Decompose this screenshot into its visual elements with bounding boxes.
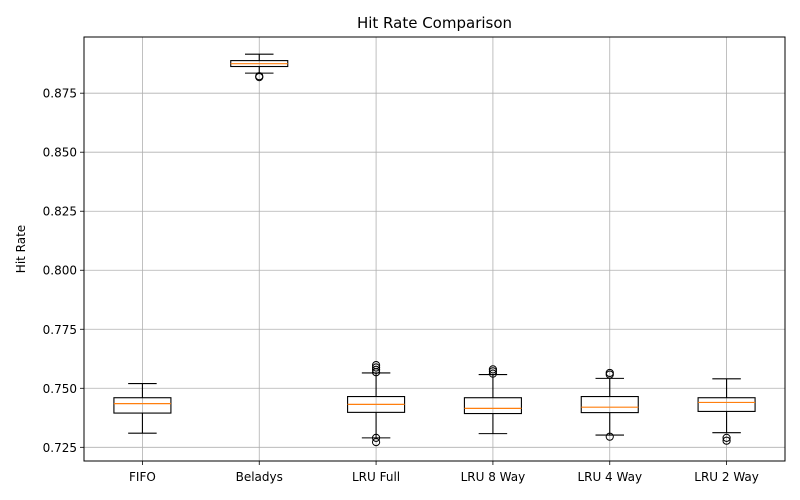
- outlier-point: [488, 365, 498, 374]
- x-tick-label: Beladys: [236, 470, 283, 484]
- box-lru-2-way: [697, 378, 756, 445]
- y-axis-ticks: 0.725 0.750 0.775 0.800 0.825 0.850 0.875: [43, 87, 84, 455]
- outlier-point: [371, 363, 381, 372]
- iqr-box: [580, 396, 639, 414]
- chart-title: Hit Rate Comparison: [357, 14, 512, 32]
- outlier-point: [722, 433, 731, 442]
- box-lru-full: [347, 361, 406, 447]
- x-tick-label: LRU Full: [352, 470, 400, 484]
- y-tick-label: 0.875: [43, 87, 77, 101]
- x-tick-label: LRU 2 Way: [694, 470, 759, 484]
- box-lru-4-way: [580, 368, 639, 441]
- box-beladys: [230, 53, 289, 82]
- x-axis-ticks: FIFO Beladys LRU Full LRU 8 Way LRU 4 Way LRU…: [129, 461, 759, 484]
- outlier-point: [605, 432, 614, 441]
- iqr-box: [113, 397, 172, 414]
- y-tick-label: 0.800: [43, 264, 77, 278]
- iqr-box: [463, 397, 522, 415]
- box-series: [113, 53, 756, 447]
- outlier-point: [371, 438, 381, 447]
- x-tick-label: LRU 4 Way: [577, 470, 642, 484]
- plot-frame: [83, 36, 786, 462]
- y-tick-label: 0.725: [43, 441, 77, 455]
- outlier-point: [371, 433, 381, 442]
- outlier-point: [371, 365, 381, 374]
- y-tick-label: 0.750: [43, 382, 77, 396]
- box-fifo: [113, 383, 172, 434]
- iqr-box: [697, 397, 756, 412]
- y-tick-label: 0.775: [43, 323, 77, 337]
- box-lru-8-way: [463, 365, 522, 435]
- y-tick-label: 0.850: [43, 146, 77, 160]
- outlier-point: [722, 436, 731, 445]
- x-tick-label: LRU 8 Way: [461, 470, 526, 484]
- outlier-point: [255, 72, 264, 81]
- y-axis-label: Hit Rate: [14, 225, 28, 273]
- y-tick-label: 0.825: [43, 205, 77, 219]
- outlier-point: [605, 368, 614, 378]
- outlier-point: [488, 369, 498, 378]
- outlier-point: [371, 361, 381, 370]
- x-tick-label: FIFO: [129, 470, 156, 484]
